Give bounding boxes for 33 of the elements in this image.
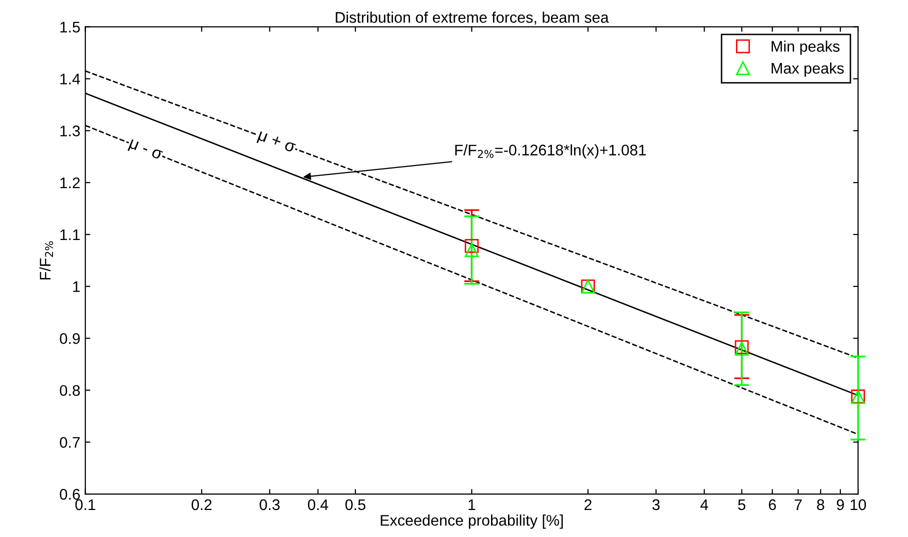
x-tick-label: 1 bbox=[468, 499, 476, 510]
text: μ - σ bbox=[128, 139, 164, 163]
x-tick-label: 6 bbox=[768, 499, 776, 510]
y-tick-label: 1.3 bbox=[60, 126, 80, 136]
x-tick-label: 0.4 bbox=[308, 499, 328, 510]
x-tick-label: 0.5 bbox=[345, 499, 366, 510]
y-tick-label: 0.9 bbox=[60, 333, 80, 344]
x-tick-label: 0.1 bbox=[75, 499, 96, 510]
x-tick-label: 10 bbox=[850, 499, 866, 510]
y-tick-label: 0.7 bbox=[60, 437, 80, 448]
x-axis-title: Exceedence probability [%] bbox=[380, 514, 563, 529]
text: μ + σ bbox=[256, 130, 296, 156]
x-tick-label: 4 bbox=[700, 499, 708, 510]
x-tick-label: 5 bbox=[738, 499, 746, 510]
x-tick-label: 8 bbox=[817, 499, 824, 510]
annotation: F/F$_{2%}$=-0.12618*ln(x)+1.081 bbox=[455, 144, 646, 158]
y-tick-label: 1.4 bbox=[60, 74, 80, 84]
x-tick-label: 3 bbox=[652, 499, 660, 510]
y-tick-label: 1.2 bbox=[60, 177, 80, 188]
y-tick-label: 0.6 bbox=[60, 488, 80, 500]
legend-label: Max peaks bbox=[772, 62, 844, 77]
x-tick-label: 7 bbox=[794, 499, 802, 510]
y-tick-label: 1 bbox=[73, 281, 80, 292]
x-tick-label: 9 bbox=[836, 499, 844, 510]
x-tick-label: 2 bbox=[584, 499, 592, 510]
y-tick-label: 0.8 bbox=[60, 385, 80, 396]
legend-label: Min peaks bbox=[772, 40, 840, 55]
y-axis-title: F/F$_{2%}$ bbox=[39, 241, 54, 280]
chart-title: Distribution of extreme forces, beam sea bbox=[336, 12, 609, 25]
y-tick-label: 1.5 bbox=[60, 22, 80, 33]
x-tick-label: 0.2 bbox=[192, 499, 212, 510]
x-tick-label: 0.3 bbox=[260, 499, 280, 510]
y-tick-label: 1.1 bbox=[60, 230, 80, 240]
